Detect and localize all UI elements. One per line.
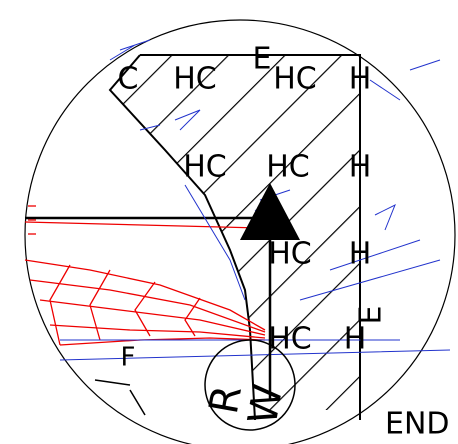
label: HC [183, 150, 227, 185]
hatch [110, 55, 360, 410]
label: C [118, 62, 139, 97]
label: W [240, 381, 292, 428]
triangle [240, 183, 300, 240]
label: HC [273, 62, 317, 97]
label: E [253, 42, 272, 77]
label: HC [268, 237, 312, 272]
label: H [344, 322, 367, 357]
label: F [121, 343, 136, 373]
detail-circle [24, 19, 456, 444]
compass [204, 339, 296, 431]
outline [108, 54, 361, 421]
label: END [385, 407, 450, 442]
leader [129, 389, 146, 416]
label: H [349, 237, 372, 272]
label: HC [268, 322, 312, 357]
leader [94, 379, 131, 386]
label: E [354, 306, 389, 325]
label: HC [173, 62, 217, 97]
label: H [349, 62, 372, 97]
label: H [349, 150, 372, 185]
label: HC [266, 150, 310, 185]
red-lines [24, 205, 266, 346]
